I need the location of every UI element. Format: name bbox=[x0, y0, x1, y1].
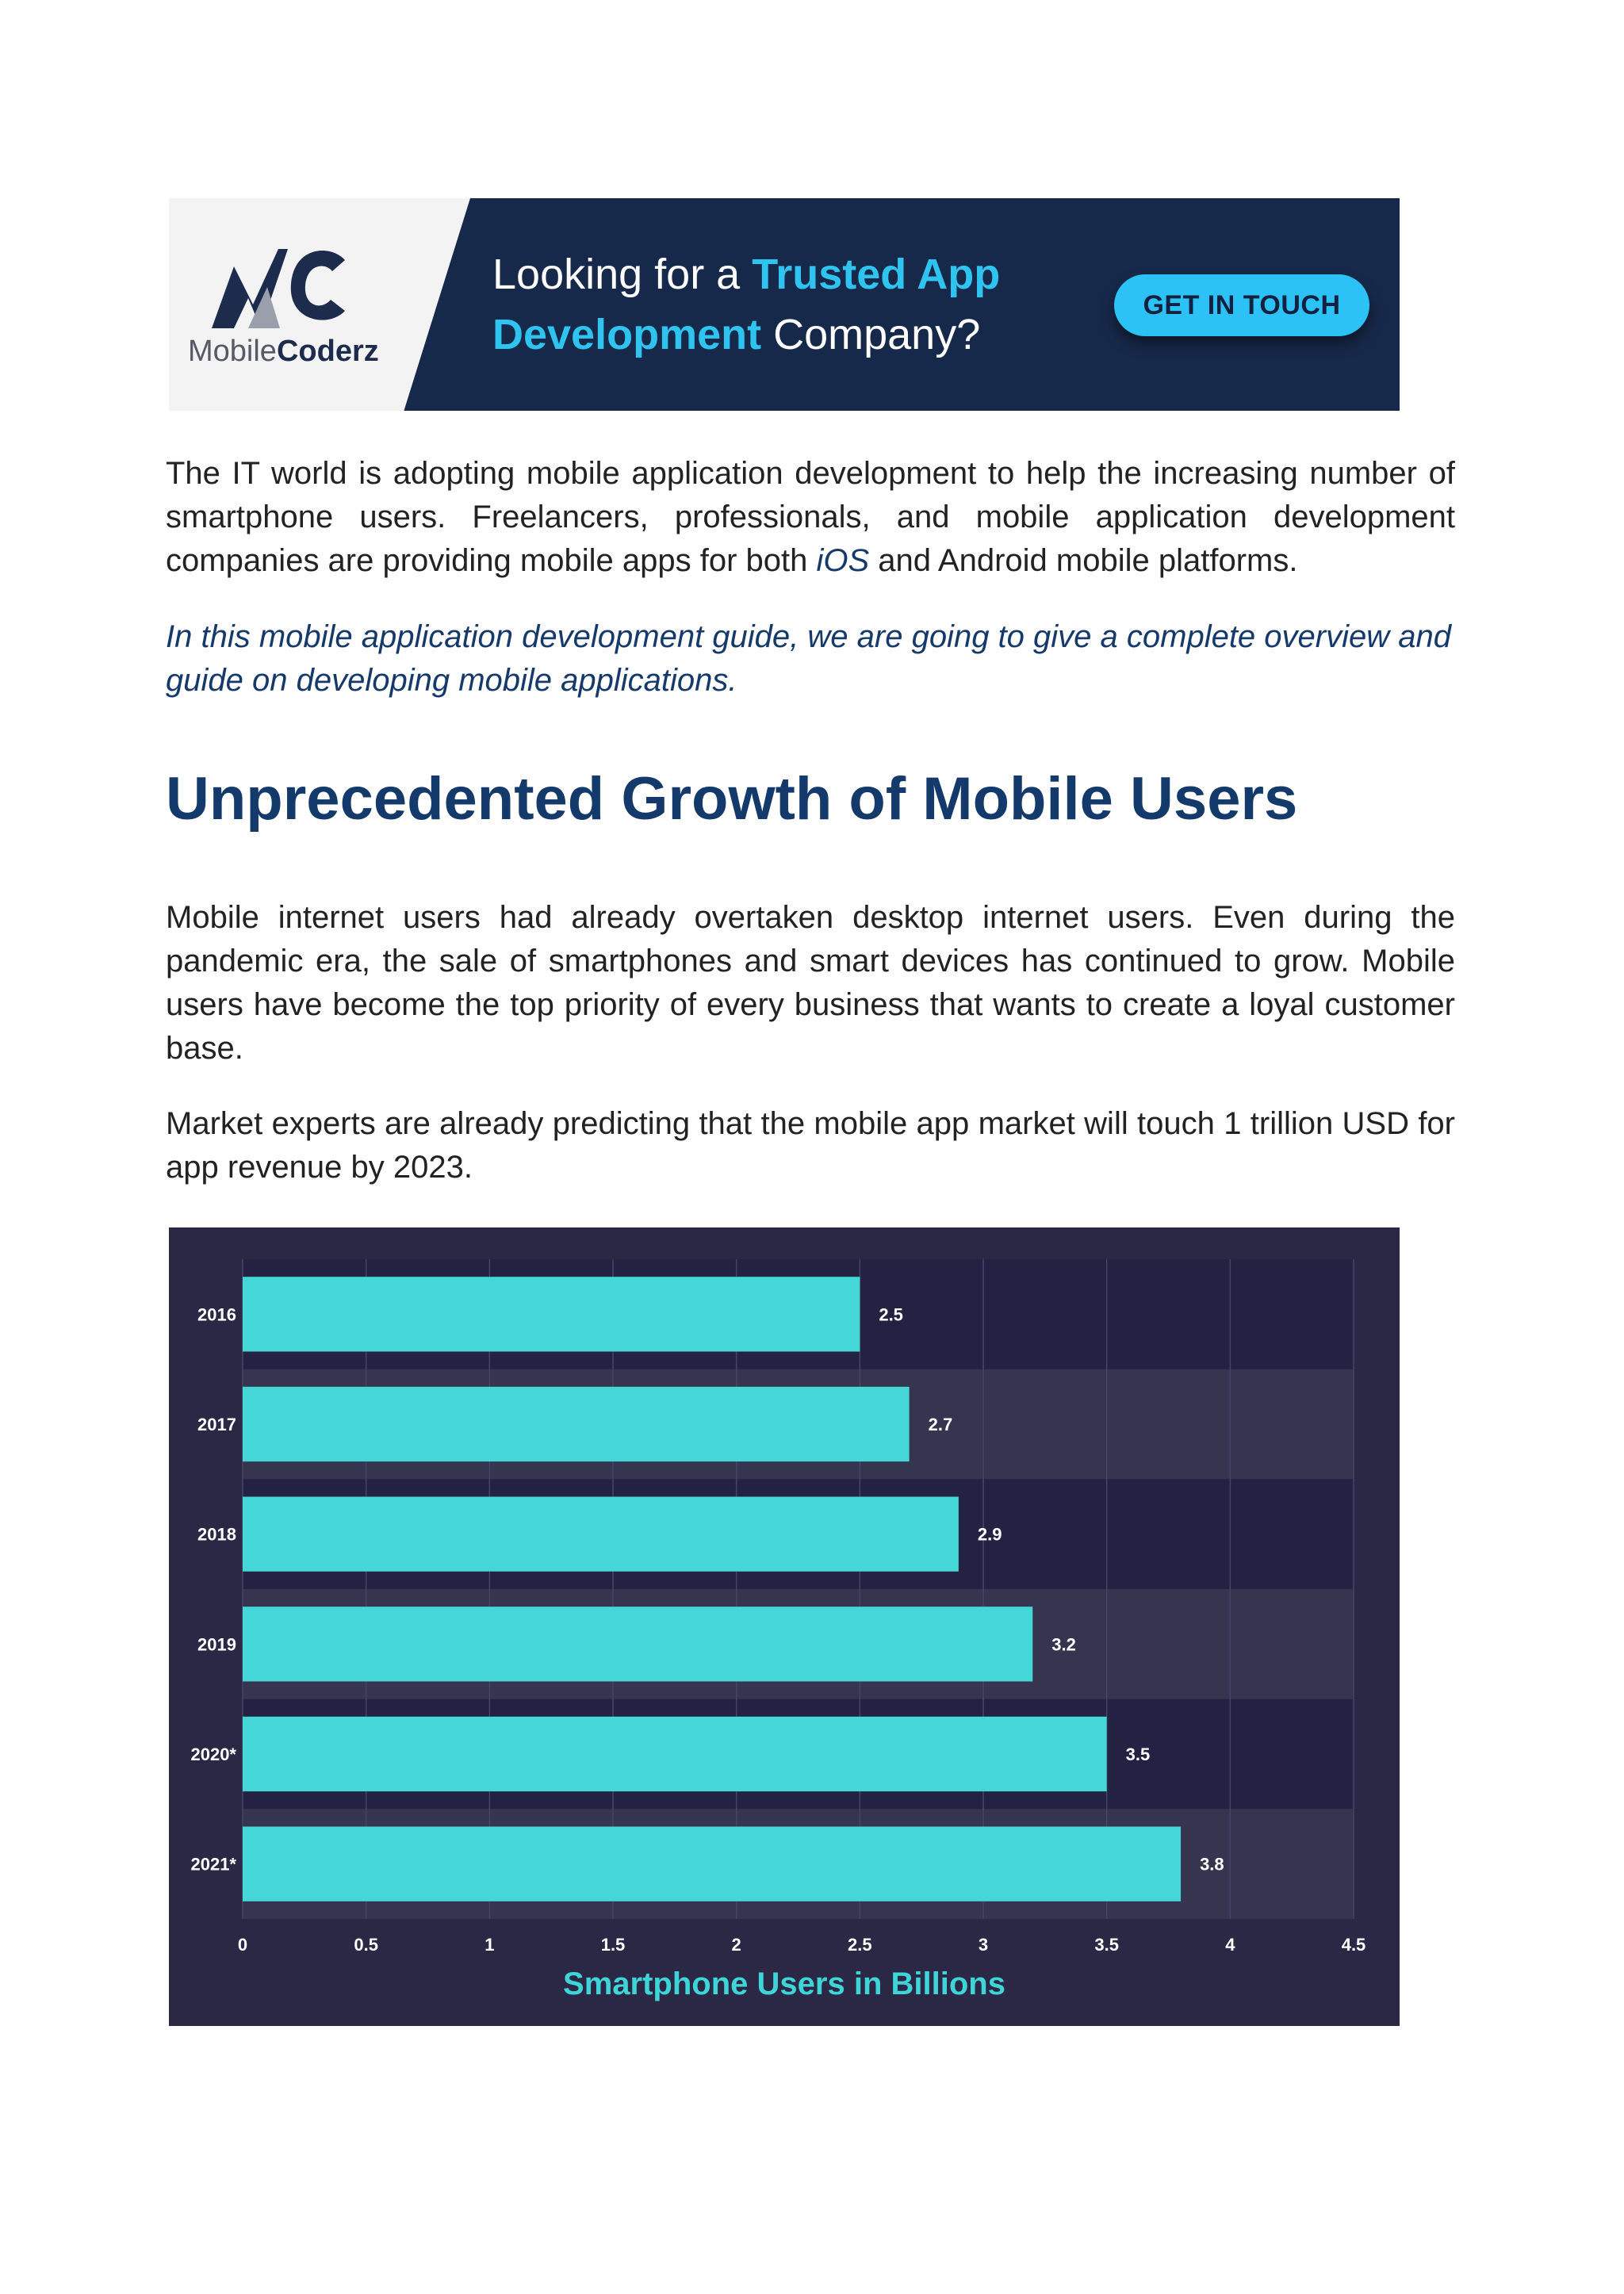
bar-value-label: 2.7 bbox=[929, 1415, 953, 1434]
x-tick-label: 4.5 bbox=[1342, 1935, 1366, 1955]
x-tick-label: 4 bbox=[1225, 1935, 1235, 1955]
x-tick-label: 1 bbox=[485, 1935, 494, 1955]
x-tick-label: 3 bbox=[979, 1935, 988, 1955]
bar-value-label: 3.8 bbox=[1200, 1855, 1224, 1875]
x-tick-label: 2 bbox=[732, 1935, 741, 1955]
ios-link[interactable]: iOS bbox=[816, 543, 870, 578]
bar bbox=[243, 1826, 1182, 1901]
bar-value-label: 2.9 bbox=[978, 1525, 1002, 1545]
y-category-label: 2016 bbox=[197, 1304, 236, 1324]
banner-headline: Looking for a Trusted App Development Co… bbox=[492, 251, 1001, 358]
y-category-label: 2020* bbox=[190, 1744, 236, 1764]
guide-intro: In this mobile application development g… bbox=[166, 619, 1451, 698]
chart-canvas: 0 0.5 1 1.5 2 2.5 3 3.5 4 4.5 2016 2.5 2017 2.7 2018 2.… bbox=[190, 1259, 1366, 1955]
promo-banner[interactable]: MobileCoderz Looking for a Trusted App D… bbox=[169, 198, 1400, 411]
bar bbox=[243, 1716, 1107, 1792]
get-in-touch-button[interactable]: GET IN TOUCH bbox=[1114, 274, 1369, 336]
x-tick-label: 3.5 bbox=[1094, 1935, 1119, 1955]
x-axis-title: Smartphone Users in Billions bbox=[563, 1967, 1005, 2001]
brand-name: MobileCoderz bbox=[188, 335, 379, 368]
bar-value-label: 3.5 bbox=[1126, 1744, 1151, 1764]
x-tick-label: 1.5 bbox=[601, 1935, 626, 1955]
x-tick-label: 2.5 bbox=[848, 1935, 872, 1955]
mc-logo-icon bbox=[212, 249, 345, 328]
y-category-label: 2019 bbox=[197, 1634, 236, 1654]
x-tick-label: 0.5 bbox=[354, 1935, 378, 1955]
bar bbox=[243, 1496, 959, 1572]
x-tick-label: 0 bbox=[238, 1935, 247, 1955]
bar bbox=[243, 1277, 860, 1352]
bar-value-label: 2.5 bbox=[879, 1304, 903, 1324]
section-paragraph-2: Market experts are already predicting th… bbox=[166, 1106, 1455, 1185]
section-paragraph-1: Mobile internet users had already overta… bbox=[166, 900, 1455, 1066]
bar bbox=[243, 1386, 910, 1462]
y-category-label: 2018 bbox=[197, 1525, 236, 1545]
banner-logo-panel: MobileCoderz bbox=[169, 198, 470, 411]
y-category-label: 2017 bbox=[197, 1415, 236, 1434]
bar-value-label: 3.2 bbox=[1051, 1634, 1076, 1654]
section-heading: Unprecedented Growth of Mobile Users bbox=[166, 765, 1298, 833]
y-category-label: 2021* bbox=[190, 1855, 236, 1875]
bar bbox=[243, 1607, 1033, 1682]
intro-paragraph: The IT world is adopting mobile applicat… bbox=[166, 456, 1455, 578]
smartphone-users-chart: 0 0.5 1 1.5 2 2.5 3 3.5 4 4.5 2016 2.5 2017 2.7 2018 2.… bbox=[169, 1227, 1400, 2026]
